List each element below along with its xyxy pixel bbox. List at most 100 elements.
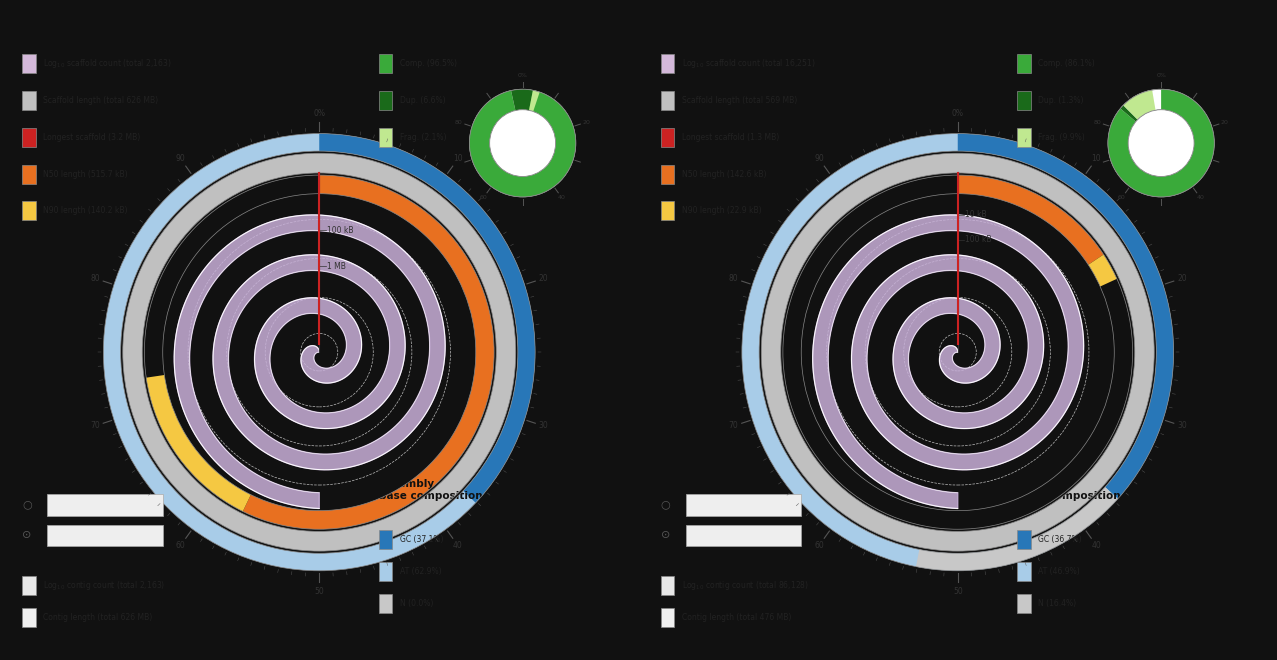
Text: 0%: 0% — [517, 73, 527, 78]
Bar — [22, 201, 36, 220]
Bar — [660, 201, 674, 220]
Text: 0%: 0% — [951, 109, 964, 117]
Text: 30: 30 — [1177, 422, 1188, 430]
Text: 40: 40 — [1197, 195, 1204, 201]
Text: Longest scaffold (1.3 MB): Longest scaffold (1.3 MB) — [682, 133, 779, 142]
Wedge shape — [1120, 105, 1138, 121]
Text: Scaffold statistics: Scaffold statistics — [22, 29, 128, 39]
Text: 80: 80 — [91, 274, 100, 283]
Text: AT (46.9%): AT (46.9%) — [1038, 567, 1080, 576]
Text: 70: 70 — [89, 422, 100, 430]
Text: Dup. (1.3%): Dup. (1.3%) — [1038, 96, 1084, 105]
Wedge shape — [146, 375, 250, 512]
Bar — [660, 164, 674, 183]
Text: 50: 50 — [953, 587, 963, 595]
Text: Comp. (86.1%): Comp. (86.1%) — [1038, 59, 1096, 69]
Text: ⊙: ⊙ — [22, 530, 32, 540]
Text: 40: 40 — [1092, 541, 1101, 550]
Text: 50: 50 — [314, 587, 324, 595]
Text: Dup. (6.6%): Dup. (6.6%) — [400, 96, 446, 105]
Bar — [379, 529, 392, 548]
Wedge shape — [1108, 89, 1214, 197]
Text: 10: 10 — [453, 154, 462, 164]
Text: 60: 60 — [815, 541, 824, 550]
Text: Scaffold length (total 569 MB): Scaffold length (total 569 MB) — [682, 96, 797, 105]
Text: Frag. (2.1%): Frag. (2.1%) — [400, 133, 447, 142]
Text: 30: 30 — [539, 422, 549, 430]
Circle shape — [1128, 110, 1194, 176]
Wedge shape — [742, 133, 1174, 571]
Text: 626.4 MB: 626.4 MB — [51, 500, 91, 509]
Bar — [660, 54, 674, 73]
Circle shape — [489, 110, 555, 176]
Text: Scale: Scale — [660, 479, 692, 489]
Text: 70: 70 — [728, 422, 738, 430]
Text: 60: 60 — [1117, 195, 1125, 201]
Text: Scale: Scale — [22, 479, 54, 489]
Text: Frag. (9.9%): Frag. (9.9%) — [1038, 133, 1085, 142]
Text: 20: 20 — [539, 274, 548, 283]
FancyBboxPatch shape — [47, 525, 163, 546]
Wedge shape — [1108, 89, 1214, 197]
Bar — [22, 608, 36, 627]
Wedge shape — [470, 89, 576, 197]
Text: 10 kB: 10 kB — [965, 210, 987, 219]
Bar — [1018, 128, 1031, 147]
Text: 20: 20 — [1177, 274, 1186, 283]
Wedge shape — [958, 133, 1174, 499]
Text: GC (36.7%): GC (36.7%) — [1038, 535, 1082, 544]
Wedge shape — [1124, 90, 1156, 119]
Text: N50 length (142.6 kB): N50 length (142.6 kB) — [682, 170, 766, 179]
Text: Assembly
base composition: Assembly base composition — [379, 479, 483, 502]
Text: 0%: 0% — [313, 109, 326, 117]
Wedge shape — [319, 133, 535, 503]
Text: 3.2 MB: 3.2 MB — [51, 530, 80, 539]
Text: Contig length (total 626 MB): Contig length (total 626 MB) — [43, 613, 152, 622]
Text: 1.3 MB: 1.3 MB — [690, 530, 719, 539]
Wedge shape — [529, 90, 540, 112]
Text: N (0.0%): N (0.0%) — [400, 599, 433, 609]
Text: BUSCO (n = 954): BUSCO (n = 954) — [379, 29, 478, 39]
Bar — [379, 91, 392, 110]
Wedge shape — [761, 153, 1154, 551]
Bar — [660, 576, 674, 595]
Wedge shape — [511, 89, 533, 110]
Text: Log$_{10}$ scaffold count (total 16,251): Log$_{10}$ scaffold count (total 16,251) — [682, 57, 815, 71]
Wedge shape — [470, 89, 576, 197]
Text: Log$_{10}$ contig count (total 86,128): Log$_{10}$ contig count (total 86,128) — [682, 579, 808, 592]
Bar — [660, 91, 674, 110]
Bar — [1018, 91, 1031, 110]
Wedge shape — [103, 133, 535, 571]
Text: N50 length (515.7 kB): N50 length (515.7 kB) — [43, 170, 128, 179]
Text: Log$_{10}$ scaffold count (total 2,163): Log$_{10}$ scaffold count (total 2,163) — [43, 57, 172, 71]
Bar — [379, 54, 392, 73]
Wedge shape — [958, 175, 1103, 265]
Text: 1 MB: 1 MB — [327, 262, 346, 271]
Bar — [22, 128, 36, 147]
Wedge shape — [243, 175, 494, 529]
Text: ⊙: ⊙ — [660, 530, 670, 540]
Bar — [660, 608, 674, 627]
Text: 80: 80 — [729, 274, 738, 283]
Text: 0%: 0% — [1156, 73, 1166, 78]
Bar — [22, 576, 36, 595]
Text: Scaffold length (total 626 MB): Scaffold length (total 626 MB) — [43, 96, 158, 105]
Bar — [1018, 529, 1031, 548]
Bar — [379, 594, 392, 613]
Text: Longest scaffold (3.2 MB): Longest scaffold (3.2 MB) — [43, 133, 140, 142]
Bar — [22, 54, 36, 73]
Text: 40: 40 — [453, 541, 462, 550]
Text: AT (62.9%): AT (62.9%) — [400, 567, 442, 576]
FancyBboxPatch shape — [686, 525, 802, 546]
Bar — [660, 128, 674, 147]
Text: 568.9 MB: 568.9 MB — [690, 500, 729, 509]
Text: 100 kB: 100 kB — [327, 226, 354, 235]
Text: N (16.4%): N (16.4%) — [1038, 599, 1077, 609]
Text: Scaffold statistics: Scaffold statistics — [660, 29, 766, 39]
Text: Assembly
base composition: Assembly base composition — [1018, 479, 1121, 502]
Text: BUSCO (n = 954): BUSCO (n = 954) — [1018, 29, 1116, 39]
Text: 40: 40 — [558, 195, 566, 201]
Text: Comp. (96.5%): Comp. (96.5%) — [400, 59, 457, 69]
FancyBboxPatch shape — [47, 494, 163, 515]
Text: Log$_{10}$ contig count (total 2,163): Log$_{10}$ contig count (total 2,163) — [43, 579, 166, 592]
